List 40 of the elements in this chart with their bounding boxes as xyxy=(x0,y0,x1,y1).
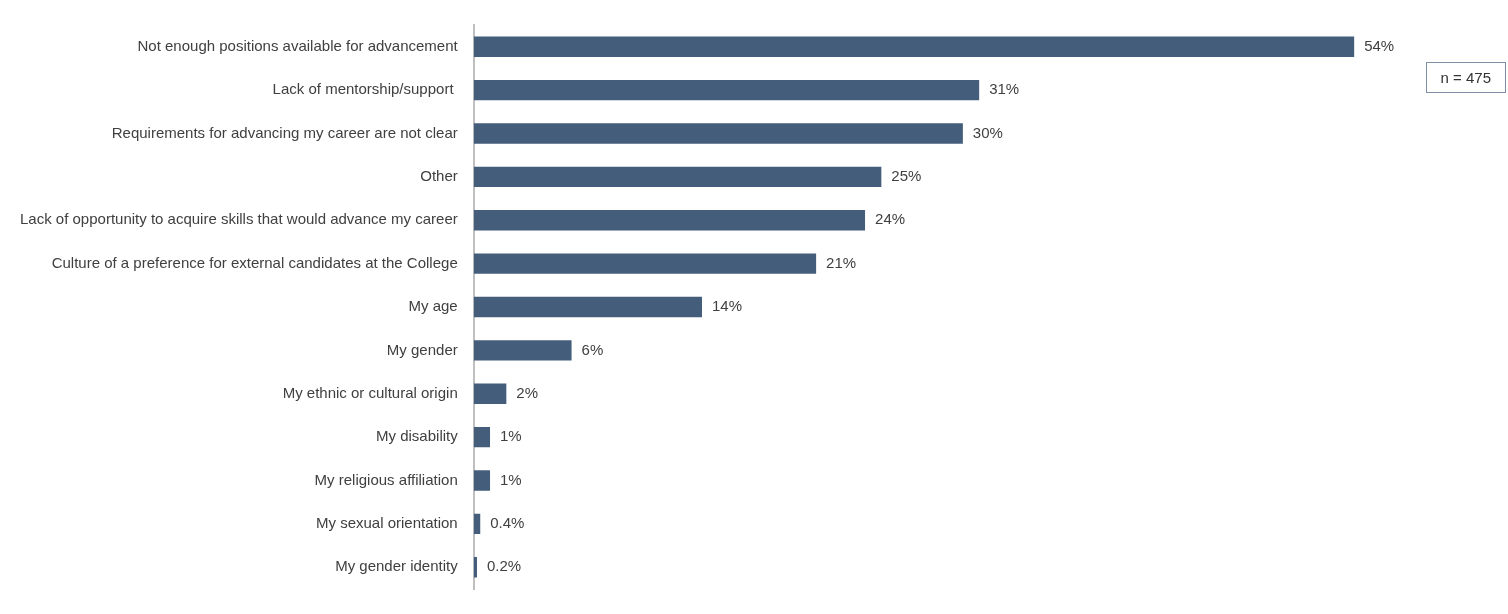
bar xyxy=(473,340,572,361)
y-tick-label: My sexual orientation xyxy=(315,514,458,532)
bar xyxy=(473,513,481,535)
y-tick-label: Culture of a preference for external candidates at the College xyxy=(51,253,458,271)
data-label: 0.2% xyxy=(486,557,522,575)
data-label: 24% xyxy=(875,210,906,228)
data-label: 1% xyxy=(500,427,522,445)
data-label: 1% xyxy=(500,470,522,488)
y-tick-label: My ethnic or cultural origin xyxy=(282,383,458,401)
data-label: 21% xyxy=(826,253,857,271)
y-tick-label: Other xyxy=(420,166,458,184)
y-tick-label: My gender identity xyxy=(335,557,459,575)
data-label: 6% xyxy=(581,340,604,358)
data-label: 14% xyxy=(711,297,743,315)
bar xyxy=(473,36,1355,57)
bar xyxy=(473,296,702,318)
y-tick-label: My gender xyxy=(386,340,458,358)
data-label: 25% xyxy=(891,166,922,184)
bar xyxy=(473,426,491,448)
bar xyxy=(473,383,507,404)
y-tick-label: My age xyxy=(408,297,458,315)
data-label: 2% xyxy=(516,383,539,401)
data-label: 0.4% xyxy=(490,514,525,532)
bar xyxy=(473,253,817,274)
bar xyxy=(473,557,477,578)
data-label: 30% xyxy=(972,123,1003,141)
text: n = 475 xyxy=(1425,62,1506,93)
y-tick-label: Requirements for advancing my career are not clear xyxy=(111,123,458,141)
bar xyxy=(473,123,963,144)
bar xyxy=(473,210,866,231)
data-label: 31% xyxy=(989,80,1020,98)
y-tick-label: My religious affiliation xyxy=(314,470,458,488)
y-tick-label: My disability xyxy=(376,427,459,445)
bar xyxy=(473,79,980,101)
bar xyxy=(473,470,491,491)
y-tick-label: Not enough positions available for advancement xyxy=(137,36,459,54)
data-label: 54% xyxy=(1364,36,1395,54)
y-tick-label: Lack of mentorship/support xyxy=(272,80,458,98)
y-tick-label: Lack of opportunity to acquire skills that would advance my career xyxy=(19,210,458,228)
bar xyxy=(473,166,882,188)
